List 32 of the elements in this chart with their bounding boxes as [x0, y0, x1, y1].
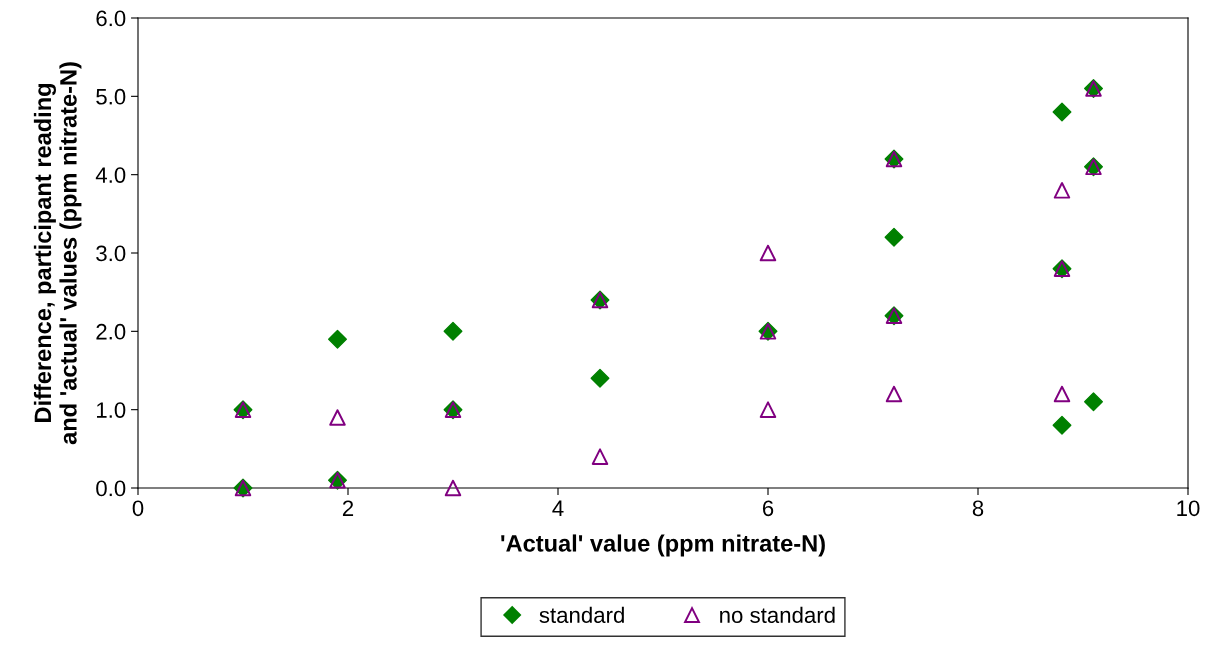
point [444, 479, 462, 497]
point [329, 409, 346, 426]
point [1084, 392, 1103, 412]
y-tick-label: 1.0 [97, 402, 126, 418]
y-axis-title: Difference, participant reading and 'actual' values (ppm nitrate-N) [33, 62, 82, 445]
y-tick-label: 6.0 [96, 10, 126, 27]
x-tick-label: 4 [552, 500, 564, 516]
x-tick-label: 10 [1177, 500, 1200, 517]
point [591, 448, 609, 465]
y-tick-label: 2.0 [96, 323, 126, 340]
point [759, 244, 777, 262]
y-tick-label: 5.0 [96, 88, 126, 105]
x-tick-label: 2 [342, 500, 354, 516]
point [590, 368, 610, 388]
x-tick-label: 0 [132, 500, 144, 517]
point [328, 329, 347, 349]
legend-label: no standard [720, 606, 835, 624]
point [1052, 415, 1072, 435]
y-tick-label: 4.0 [95, 167, 126, 183]
point [1053, 182, 1071, 199]
point [759, 401, 777, 418]
x-tick-label: 6 [762, 500, 774, 517]
x-axis-title: 'Actual' value (ppm nitrate-N) [501, 534, 825, 557]
y-tick-label: 0.0 [96, 480, 126, 497]
point [885, 385, 903, 403]
point [1053, 385, 1071, 403]
point [443, 321, 463, 341]
legend-label: standard [539, 606, 624, 624]
y-tick-label: 3.0 [96, 245, 126, 262]
point [1052, 102, 1072, 122]
x-tick-label: 8 [972, 500, 984, 517]
point [884, 227, 904, 247]
